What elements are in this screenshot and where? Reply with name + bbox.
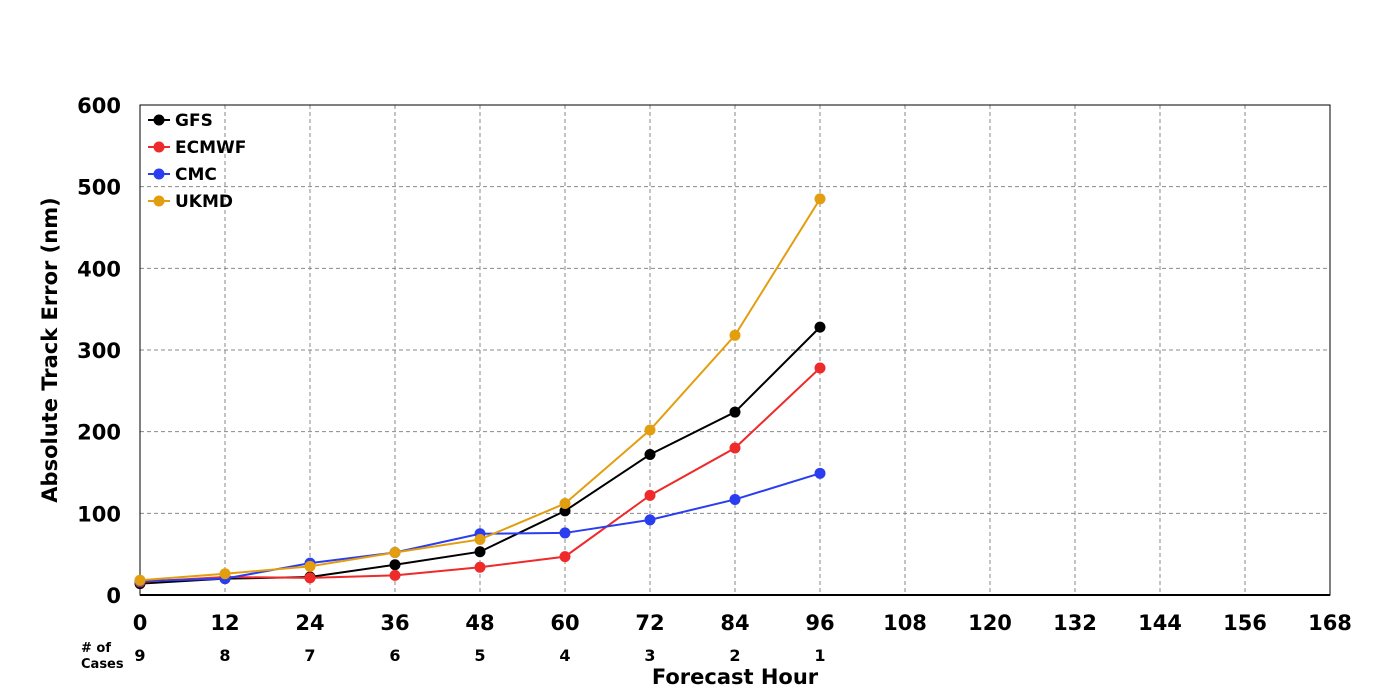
- legend: GFS ECMWF CMC UKMD: [148, 111, 246, 212]
- cases-label-line-1: # of: [81, 641, 111, 656]
- x-tick-label-144: 144: [1138, 611, 1182, 635]
- point-ecmwf-84: [729, 442, 741, 454]
- y-tick-label-500: 500: [77, 176, 121, 200]
- point-cmc-60: [559, 527, 571, 539]
- point-gfs-72: [644, 449, 656, 461]
- y-tick-label-300: 300: [77, 339, 121, 363]
- x-tick-label-84: 84: [720, 611, 749, 635]
- y-tick-label-0: 0: [106, 584, 121, 608]
- x-tick-label-24: 24: [295, 611, 324, 635]
- case-counts: 9 8 7 6 5 4 3 2 1: [134, 646, 825, 665]
- legend-item-ukmd: UKMD: [148, 192, 233, 212]
- legend-label-gfs: GFS: [175, 111, 213, 131]
- point-ukmd-84: [729, 329, 741, 341]
- legend-marker-ukmd: [153, 195, 165, 207]
- y-tick-labels: 0 100 200 300 400 500 600: [77, 94, 121, 608]
- x-tick-label-108: 108: [883, 611, 927, 635]
- x-tick-label-168: 168: [1308, 611, 1352, 635]
- y-axis-title: Absolute Track Error (nm): [38, 197, 62, 502]
- y-tick-label-100: 100: [77, 502, 121, 526]
- point-ukmd-72: [644, 424, 656, 436]
- series-line-ukmd: [139, 198, 821, 582]
- case-count-60: 4: [559, 646, 570, 665]
- legend-marker-gfs: [153, 114, 165, 126]
- point-ukmd-0: [134, 574, 146, 586]
- point-gfs-48: [474, 546, 486, 558]
- legend-label-cmc: CMC: [175, 165, 217, 185]
- x-tick-label-96: 96: [805, 611, 834, 635]
- legend-marker-cmc: [153, 168, 165, 180]
- point-ukmd-48: [474, 533, 486, 545]
- point-gfs-36: [389, 559, 401, 571]
- x-tick-label-156: 156: [1223, 611, 1267, 635]
- point-ukmd-12: [219, 568, 231, 580]
- y-tick-label-400: 400: [77, 257, 121, 281]
- x-tick-label-48: 48: [465, 611, 494, 635]
- x-tick-label-72: 72: [635, 611, 664, 635]
- legend-item-ecmwf: ECMWF: [148, 138, 246, 158]
- series-ukmd: [134, 193, 826, 586]
- case-count-48: 5: [474, 646, 485, 665]
- x-tick-label-12: 12: [210, 611, 239, 635]
- legend-marker-ecmwf: [153, 141, 165, 153]
- case-count-84: 2: [729, 646, 740, 665]
- point-ecmwf-60: [559, 551, 571, 563]
- point-cmc-84: [729, 493, 741, 505]
- case-count-36: 6: [389, 646, 400, 665]
- case-count-72: 3: [644, 646, 655, 665]
- y-tick-label-600: 600: [77, 94, 121, 118]
- point-ecmwf-24: [304, 572, 316, 584]
- legend-item-cmc: CMC: [148, 165, 217, 185]
- case-count-12: 8: [219, 646, 230, 665]
- x-tick-labels: 0 12 24 36 48 60 72 84 96 108 120 132 144 156 168: [133, 611, 1352, 635]
- point-ecmwf-96: [814, 362, 826, 374]
- point-gfs-96: [814, 321, 826, 333]
- x-tick-label-0: 0: [133, 611, 148, 635]
- point-ecmwf-72: [644, 489, 656, 501]
- cases-label-line-2: Cases: [81, 657, 124, 672]
- legend-label-ukmd: UKMD: [175, 192, 233, 212]
- legend-item-gfs: GFS: [148, 111, 213, 131]
- case-count-0: 9: [134, 646, 145, 665]
- point-ecmwf-48: [474, 561, 486, 573]
- point-ukmd-60: [559, 498, 571, 510]
- case-count-96: 1: [814, 646, 825, 665]
- point-ukmd-36: [389, 547, 401, 559]
- gridlines: [140, 105, 1330, 595]
- x-tick-label-60: 60: [550, 611, 579, 635]
- point-ukmd-96: [814, 193, 826, 205]
- legend-label-ecmwf: ECMWF: [175, 138, 246, 158]
- x-tick-label-36: 36: [380, 611, 409, 635]
- point-gfs-84: [729, 406, 741, 418]
- x-axis-title: Forecast Hour: [652, 665, 819, 689]
- x-tick-label-132: 132: [1053, 611, 1097, 635]
- point-ukmd-24: [304, 560, 316, 572]
- y-tick-label-200: 200: [77, 421, 121, 445]
- point-ecmwf-36: [389, 569, 401, 581]
- point-cmc-72: [644, 514, 656, 526]
- case-count-24: 7: [304, 646, 315, 665]
- series-layer: [134, 193, 826, 590]
- x-tick-label-120: 120: [968, 611, 1012, 635]
- point-cmc-96: [814, 467, 826, 479]
